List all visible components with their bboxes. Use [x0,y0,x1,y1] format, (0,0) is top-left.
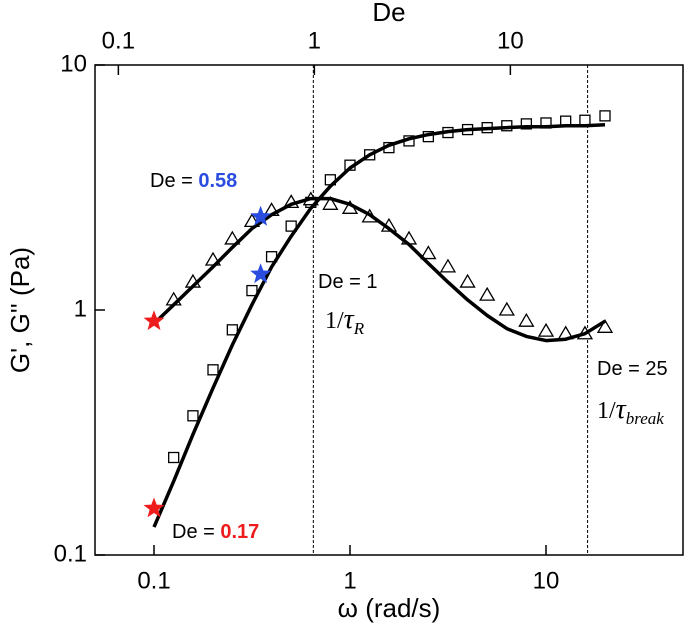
triangle-marker [596,319,614,333]
x-tick-label: 10 [533,567,560,594]
triangle-marker [420,245,437,260]
annotation: De = 1 [318,271,377,293]
annotation: De = 0.58 [150,170,237,192]
triangle-marker [439,258,457,273]
triangle-marker [459,273,476,288]
y-axis-label: G', G'' (Pa) [5,247,35,373]
fit-line [152,123,606,528]
annotation-value: 25 [645,358,667,380]
annotation-symbol: τ [616,394,627,425]
square-marker [187,410,199,422]
annotation-text: 1/ [325,308,344,334]
y-tick-label: 0.1 [54,540,87,567]
star-marker [250,263,272,284]
triangle-marker [479,286,496,301]
x2-tick-label: 10 [497,27,524,54]
x-tick-label: 0.1 [137,567,170,594]
square-marker [599,110,611,122]
annotation-text: De = [172,521,220,543]
annotation: De = 25 [597,358,668,380]
triangle-marker [498,301,515,316]
triangle-marker [518,312,535,327]
triangle-marker [224,230,241,245]
square-marker [246,284,258,297]
annotation-subscript: R [353,319,365,338]
annotation-subscript: break [626,409,665,428]
star-marker [250,205,272,226]
annotation-text: 1/ [597,398,616,424]
annotation-text: De = [318,271,366,293]
square-marker [520,118,533,130]
y-tick-label: 10 [60,50,87,77]
annotation-value: 0.58 [198,170,237,192]
annotation-value: 0.17 [220,521,259,543]
annotation-symbol: τ [344,304,355,335]
y-tick-label: 1 [74,295,87,322]
x-axis-label: ω (rad/s) [338,593,441,623]
triangle-marker [537,322,555,337]
x2-tick-label: 1 [308,27,321,54]
annotation: 1/τbreak [597,394,664,427]
x2-axis-label: De [372,0,405,27]
star-marker [143,310,165,331]
annotation-text: De = [597,358,645,380]
square-marker [226,324,238,336]
star-marker [143,497,165,518]
square-marker [207,364,219,376]
x-tick-label: 1 [343,567,356,594]
x2-tick-label: 0.1 [102,27,135,54]
triangle-marker [322,196,339,210]
square-marker [579,114,591,126]
square-marker [168,451,180,464]
fit-line [152,196,606,343]
annotation-text: De = [150,170,198,192]
annotation-value: 1 [366,271,377,293]
plot-frame [94,64,684,556]
annotation: De = 0.17 [172,521,259,543]
annotation: 1/τR [325,304,365,337]
